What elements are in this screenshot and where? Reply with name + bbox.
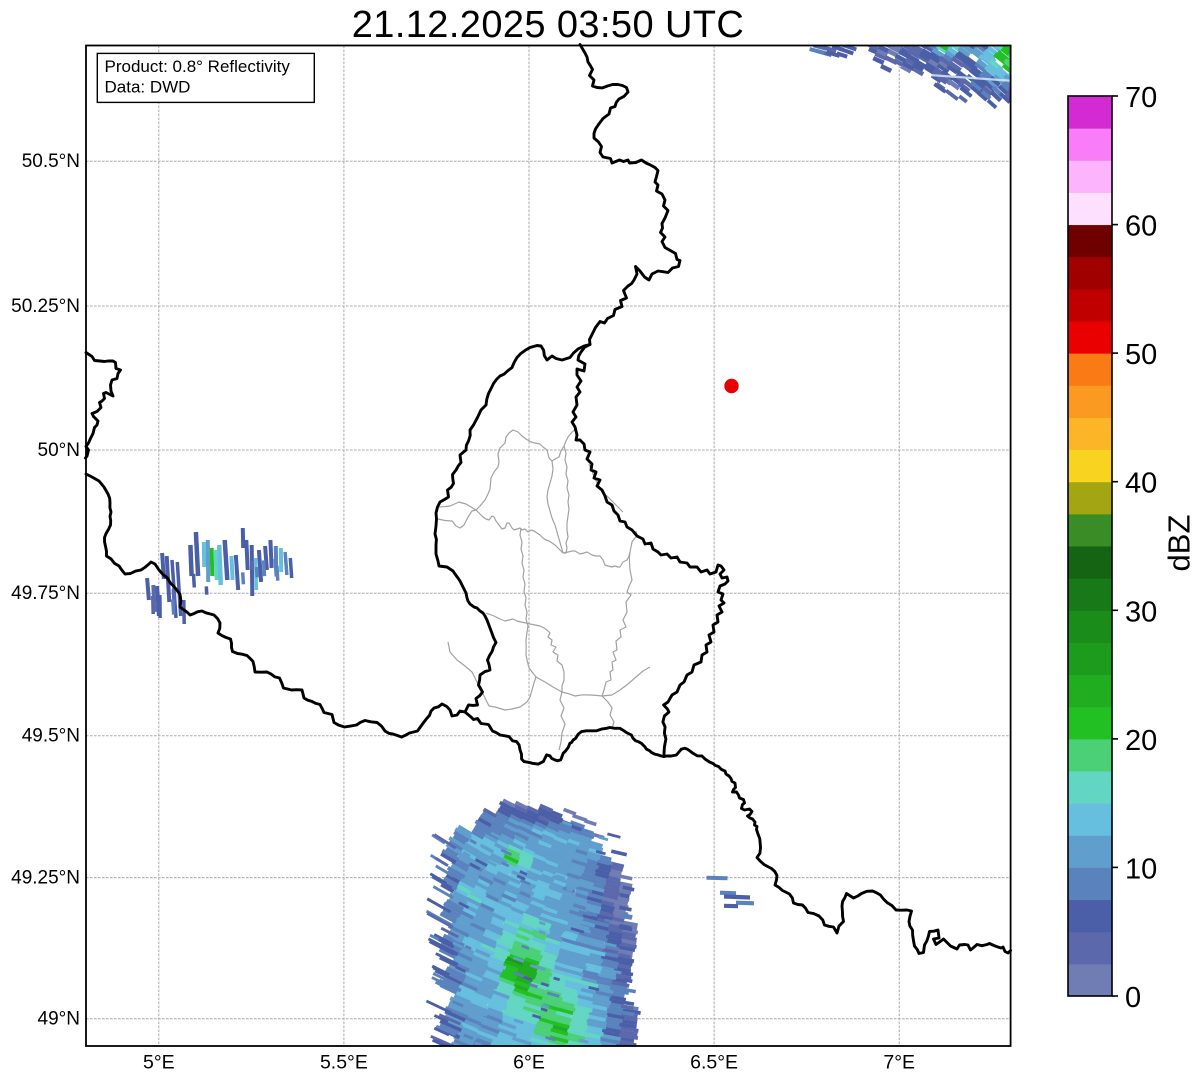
svg-text:5°E: 5°E xyxy=(143,1052,175,1074)
svg-text:21.12.2025 03:50 UTC: 21.12.2025 03:50 UTC xyxy=(352,4,745,46)
svg-text:49°N: 49°N xyxy=(38,1009,80,1030)
svg-text:5.5°E: 5.5°E xyxy=(320,1052,368,1074)
svg-text:70: 70 xyxy=(1125,82,1157,114)
svg-text:20: 20 xyxy=(1125,725,1157,757)
svg-text:Data: DWD: Data: DWD xyxy=(105,78,191,97)
svg-text:49.25°N: 49.25°N xyxy=(11,867,80,888)
svg-text:50.25°N: 50.25°N xyxy=(11,296,80,317)
svg-text:10: 10 xyxy=(1125,853,1157,885)
svg-text:30: 30 xyxy=(1125,596,1157,628)
svg-text:50°N: 50°N xyxy=(38,440,80,461)
svg-text:60: 60 xyxy=(1125,211,1157,243)
svg-text:6°E: 6°E xyxy=(513,1052,545,1074)
svg-text:Product: 0.8° Reflectivity: Product: 0.8° Reflectivity xyxy=(105,57,291,76)
svg-text:49.75°N: 49.75°N xyxy=(11,583,80,604)
svg-text:50: 50 xyxy=(1125,339,1157,371)
svg-text:dBZ: dBZ xyxy=(1162,515,1197,572)
svg-text:0: 0 xyxy=(1125,982,1141,1014)
svg-text:40: 40 xyxy=(1125,468,1157,500)
svg-text:6.5°E: 6.5°E xyxy=(690,1052,738,1074)
svg-text:49.5°N: 49.5°N xyxy=(22,726,80,747)
svg-text:50.5°N: 50.5°N xyxy=(22,151,80,172)
svg-text:7°E: 7°E xyxy=(883,1052,915,1074)
